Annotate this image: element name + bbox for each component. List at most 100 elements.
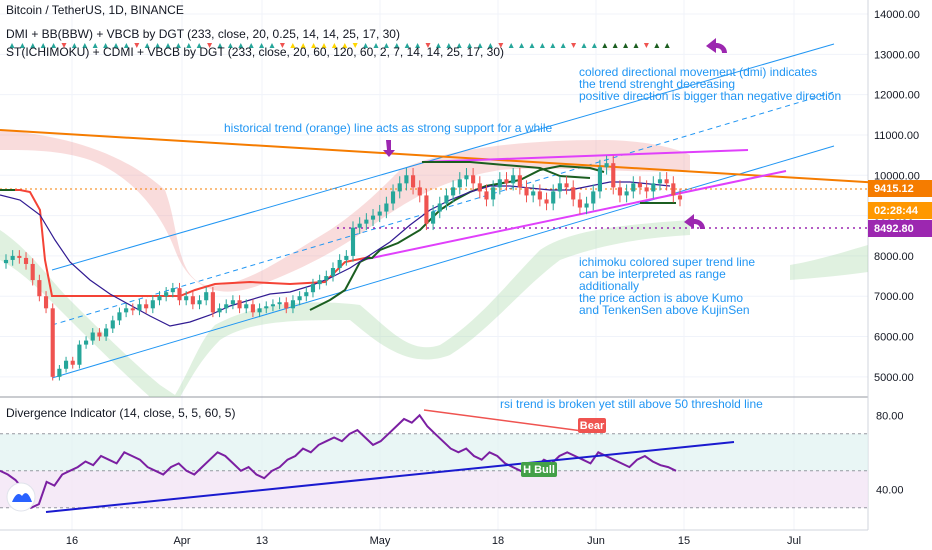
candle-body	[617, 187, 623, 196]
candle-body	[370, 215, 376, 220]
candle-body	[50, 308, 55, 377]
annotation-ichimoku-line: can be interpreted as range	[579, 267, 726, 281]
dmi-marker-up	[144, 43, 150, 48]
candle-body	[297, 296, 302, 301]
dmi-marker-up	[487, 43, 493, 48]
orange-trend-line	[0, 129, 932, 187]
arrow-curved-icon	[684, 214, 705, 229]
candle-body	[350, 227, 356, 256]
candle-body	[651, 183, 656, 192]
candle-body	[484, 191, 489, 200]
annotation-ichimoku-line: and TenkenSen above KujinSen	[579, 303, 750, 317]
candle-body	[157, 296, 162, 301]
candle-body	[204, 292, 209, 301]
candle-body	[250, 304, 255, 313]
candle-body	[164, 292, 169, 297]
candle-body	[564, 183, 569, 188]
dmi-marker-up	[623, 43, 629, 48]
candle-body	[424, 195, 429, 224]
candle-body	[177, 288, 182, 301]
dmi-marker-up	[19, 43, 25, 48]
candle-body	[310, 284, 316, 293]
dmi-marker-up	[30, 43, 36, 48]
dmi-marker-up	[394, 43, 400, 48]
time-tick-label: May	[370, 535, 391, 547]
candle-body	[23, 257, 29, 264]
dmi-marker-up	[82, 43, 88, 48]
candle-body	[190, 296, 195, 305]
dmi-marker-up	[175, 43, 181, 48]
dmi-marker-up	[269, 43, 275, 48]
dmi-marker-up	[446, 43, 452, 48]
candle-body	[531, 191, 536, 196]
rsi-upper-band	[0, 433, 868, 471]
magenta-upper-line	[421, 149, 749, 163]
candle-body	[130, 308, 135, 311]
dmi-marker-up	[519, 43, 525, 48]
candle-body	[524, 187, 529, 196]
dmi-marker-up	[539, 43, 545, 48]
dmi-marker-down	[571, 43, 577, 48]
candle-body	[90, 332, 95, 341]
candle-body	[70, 360, 75, 365]
candle-body	[324, 276, 329, 281]
dmi-marker-up	[581, 43, 587, 48]
candle-body	[224, 304, 229, 309]
indicator-1-label[interactable]: DMI + BB(BBW) + VBCB by DGT (233, close,…	[6, 27, 400, 41]
candle-body	[217, 308, 222, 313]
candle-body	[417, 187, 422, 196]
candle-body	[557, 183, 562, 192]
indicator-lines	[0, 43, 932, 379]
annotation-dmi: colored directional movement (dmi) indic…	[579, 66, 841, 102]
level-tag	[868, 220, 932, 237]
cloud-bear	[0, 130, 690, 292]
annotation-dmi-line: the trend strenght decreasing	[579, 77, 736, 91]
dmi-marker-up	[92, 43, 98, 48]
bear-label-bg	[578, 418, 606, 433]
candle-body	[497, 179, 502, 188]
dmi-marker-up	[259, 43, 265, 48]
dmi-marker-up	[612, 43, 618, 48]
price-tick-label: 14000.00	[874, 9, 920, 21]
kumo-top-line	[422, 161, 591, 179]
dmi-marker-up	[300, 43, 306, 48]
dmi-marker-up	[321, 43, 327, 48]
dmi-marker-up	[155, 43, 161, 48]
candle-body	[664, 179, 669, 184]
rsi-bands	[0, 433, 868, 509]
dmi-marker-up	[51, 43, 57, 48]
divergence-indicator-label[interactable]: Divergence Indicator (14, close, 5, 5, 6…	[6, 406, 236, 420]
rsi-support-trend	[45, 441, 735, 513]
current-price-tag	[868, 180, 932, 197]
candle-body	[404, 175, 409, 184]
annotation-ichimoku-line: additionally	[579, 279, 640, 293]
dmi-marker-up	[113, 43, 119, 48]
dmi-dots	[9, 43, 670, 48]
dmi-marker-up	[415, 43, 421, 48]
candle-body	[471, 175, 476, 184]
dmi-marker-up	[71, 43, 77, 48]
annotation-ichimoku-line: the price action is above Kumo	[579, 291, 744, 305]
candle-body	[377, 211, 382, 216]
candle-body	[571, 187, 576, 200]
candle-body	[17, 255, 22, 258]
dmi-marker-down	[498, 43, 504, 48]
candle-body	[671, 183, 676, 196]
chart-title: Bitcoin / TetherUS, 1D, BINANCE	[6, 3, 184, 17]
dmi-marker-up	[373, 43, 379, 48]
candle-body	[304, 292, 309, 297]
rsi-line	[0, 413, 677, 510]
candle-body	[124, 308, 129, 313]
countdown-tag	[868, 202, 932, 219]
candle-body	[97, 332, 102, 337]
dmi-marker-up	[40, 43, 46, 48]
tradingview-cloud-icon	[12, 493, 32, 502]
indicator-2-label[interactable]: ST(ICHIMOKU) + CDMI + VBCB by DGT (233, …	[6, 45, 504, 59]
candle-body	[604, 163, 609, 168]
price-tick-label: 12000.00	[874, 90, 920, 102]
candle-body	[364, 219, 369, 224]
arrow-curved-icon	[706, 38, 727, 53]
candle-body	[337, 259, 342, 268]
rsi-series	[0, 409, 735, 513]
